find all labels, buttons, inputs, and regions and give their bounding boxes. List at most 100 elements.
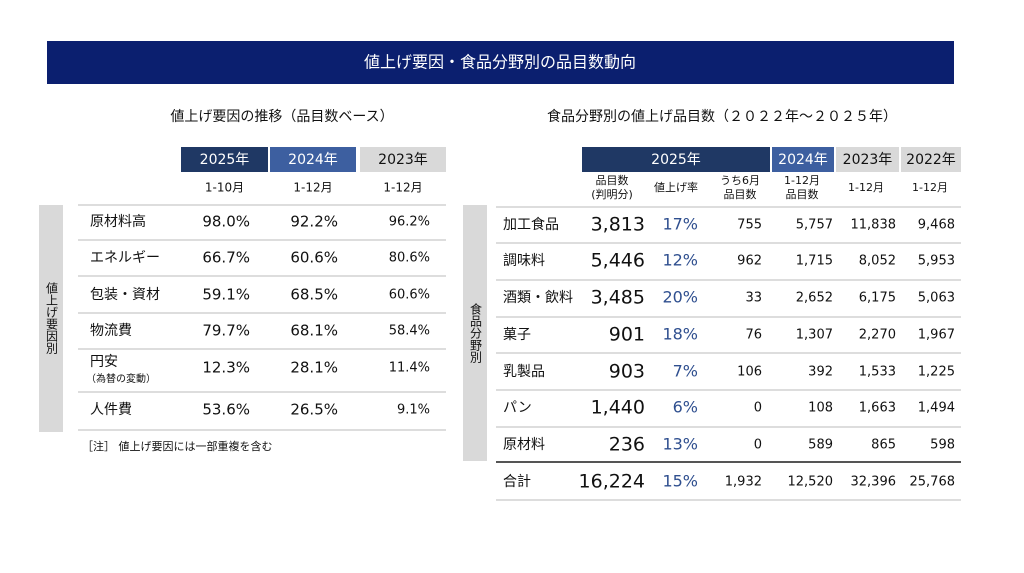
cell-value: 903 — [609, 361, 645, 383]
cell-value: 12% — [662, 251, 698, 270]
cell-value: 1,932 — [725, 475, 762, 490]
header-text: 2025年 — [200, 152, 250, 168]
cell-value: 1,440 — [591, 397, 645, 419]
cell-value: 17% — [662, 215, 698, 234]
header-cell — [582, 147, 770, 172]
period: 1-12月 — [383, 181, 422, 195]
cell-value: 6% — [673, 398, 698, 417]
header-cell — [270, 147, 356, 172]
cell-value: 96.2% — [389, 215, 430, 230]
side-box — [463, 205, 487, 461]
header-cell — [181, 147, 268, 172]
cell-value: 1,663 — [859, 401, 896, 416]
cell-value: 25,768 — [910, 475, 956, 490]
side-box — [39, 205, 63, 432]
subheader: 1-12月 — [848, 181, 884, 194]
note: ［注］ 値上げ要因には一部重複を含む — [82, 439, 273, 453]
header-text: 2023年 — [843, 152, 893, 168]
header-text: 2022年 — [906, 152, 956, 168]
header-text: 2023年 — [378, 152, 428, 168]
cell-value: 755 — [737, 218, 762, 233]
right-subtitle: 食品分野別の値上げ品目数（２０２２年～２０２５年） — [547, 108, 897, 125]
cell-value: 9,468 — [918, 218, 955, 233]
header-text: 2024年 — [288, 152, 338, 168]
cell-value: 13% — [662, 435, 698, 454]
title-bar — [47, 41, 954, 84]
period: 1-12月 — [293, 181, 332, 195]
side-label: 値上げ要因別 — [45, 281, 59, 355]
cell-value: 53.6% — [202, 401, 250, 419]
cell-value: 68.1% — [290, 322, 338, 340]
cell-value: 12.3% — [202, 359, 250, 377]
cell-value: 5,953 — [918, 254, 955, 269]
cell-value: 0 — [754, 401, 762, 416]
cell-value: 0 — [754, 438, 762, 453]
cell-value: 98.0% — [202, 213, 250, 231]
row-label: 包装・資材 — [90, 287, 160, 303]
cell-value: 26.5% — [290, 401, 338, 419]
cell-value: 28.1% — [290, 359, 338, 377]
cell-value: 865 — [871, 438, 896, 453]
subheader: 品目数 — [786, 188, 819, 201]
cell-value: 1,225 — [918, 365, 955, 380]
cell-value: 33 — [745, 291, 762, 306]
header-cell — [901, 147, 961, 172]
cell-value: 80.6% — [389, 251, 430, 266]
cell-value: 20% — [662, 288, 698, 307]
cell-value: 79.7% — [202, 322, 250, 340]
cell-value: 3,485 — [591, 287, 645, 309]
row-label: 原材料高 — [90, 213, 146, 230]
cell-value: 11,838 — [851, 218, 897, 233]
cell-value: 5,757 — [796, 218, 833, 233]
subheader: うち6月 — [720, 174, 760, 187]
subheader: 品目数 — [724, 188, 757, 201]
cell-value: 598 — [930, 438, 955, 453]
cell-value: 32,396 — [851, 475, 897, 490]
cell-value: 5,063 — [918, 291, 955, 306]
header-text: 2025年 — [651, 152, 701, 168]
row-label: エネルギー — [90, 250, 160, 266]
row-label: 円安 — [90, 354, 118, 370]
side-label: 食品分野別 — [469, 302, 483, 364]
row-sublabel: （為替の変動） — [86, 372, 156, 385]
cell-value: 1,967 — [918, 328, 955, 343]
subheader: (判明分) — [591, 188, 633, 201]
cell-value: 106 — [737, 365, 762, 380]
title: 値上げ要因・食品分野別の品目数動向 — [364, 53, 636, 72]
cell-value: 11.4% — [389, 361, 430, 376]
cell-value: 3,813 — [591, 214, 645, 236]
subheader: 1-12月 — [912, 181, 948, 194]
cell-value: 16,224 — [579, 471, 645, 493]
row-label: 酒類・飲料 — [503, 290, 573, 306]
subheader: 値上げ率 — [654, 180, 698, 194]
cell-value: 962 — [737, 254, 762, 269]
row-label: 乳製品 — [503, 364, 545, 380]
cell-value: 66.7% — [202, 249, 250, 267]
row-label: 菓子 — [503, 327, 531, 343]
period: 1-10月 — [205, 181, 244, 195]
cell-value: 1,494 — [918, 401, 955, 416]
cell-value: 12,520 — [788, 475, 834, 490]
header-cell — [772, 147, 834, 172]
cell-value: 589 — [808, 438, 833, 453]
cell-value: 7% — [673, 362, 698, 381]
cell-value: 68.5% — [290, 286, 338, 304]
cell-value: 901 — [609, 324, 645, 346]
cell-value: 1,533 — [859, 365, 896, 380]
row-label: 調味料 — [503, 253, 545, 269]
cell-value: 18% — [662, 325, 698, 344]
header-cell — [360, 147, 446, 172]
row-label: 原材料 — [503, 437, 545, 453]
cell-value: 9.1% — [397, 403, 430, 418]
subheader: 1-12月 — [784, 174, 820, 187]
cell-value: 108 — [808, 401, 833, 416]
cell-value: 60.6% — [389, 288, 430, 303]
cell-value: 8,052 — [859, 254, 896, 269]
cell-value: 92.2% — [290, 213, 338, 231]
cell-value: 1,307 — [796, 328, 833, 343]
header-cell — [836, 147, 899, 172]
row-label: パン — [503, 400, 532, 416]
subheader: 品目数 — [596, 174, 629, 187]
cell-value: 2,652 — [796, 291, 833, 306]
left-subtitle: 値上げ要因の推移（品目数ベース） — [170, 109, 393, 125]
